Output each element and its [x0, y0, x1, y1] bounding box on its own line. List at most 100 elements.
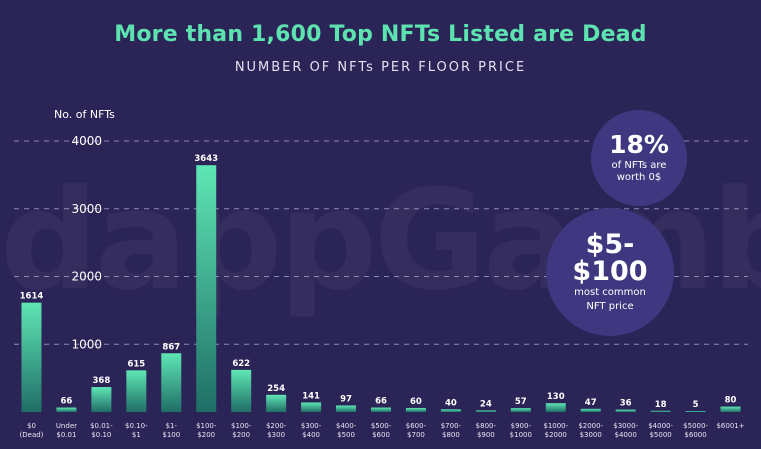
data-label: 368 [93, 376, 111, 386]
x-tick-label: $400 [302, 431, 320, 439]
y-axis-label: No. of NFTs [54, 108, 115, 121]
data-label: 66 [375, 397, 387, 407]
data-label: 80 [725, 396, 737, 406]
x-tick-label: $300 [267, 431, 285, 439]
x-tick-label: $2000 [545, 431, 567, 439]
x-tick-label: $6001+ [716, 422, 744, 430]
data-label: 36 [620, 399, 632, 409]
x-tick-label: $600 [372, 431, 390, 439]
common-price-text-line2: NFT price [586, 301, 634, 312]
x-tick-label: $1 [132, 431, 141, 439]
data-label: 622 [232, 359, 250, 369]
y-tick-label: 1000 [71, 337, 102, 351]
x-tick-label: $4000- [648, 422, 673, 430]
bar [405, 407, 426, 412]
data-label: 254 [267, 384, 285, 394]
x-tick-label: (Dead) [20, 431, 44, 439]
y-tick-label: 4000 [71, 134, 102, 148]
data-label: 5 [693, 400, 699, 410]
dead-share-value: 18% [609, 129, 669, 159]
data-label: 3643 [194, 154, 218, 164]
y-tick-label: 3000 [71, 202, 102, 216]
x-tick-label: $0.10- [125, 422, 148, 430]
bar [685, 411, 706, 412]
bar [21, 302, 42, 412]
dead-share-callout: 18% of NFTs are worth 0$ [591, 110, 687, 206]
data-label: 141 [302, 391, 320, 401]
common-price-value-line2: $100 [572, 255, 648, 287]
chart-title: More than 1,600 Top NFTs Listed are Dead [114, 22, 647, 47]
x-tick-label: $400- [336, 422, 357, 430]
bar [580, 408, 601, 412]
x-tick-label: $6000 [684, 431, 706, 439]
x-tick-label: $1000 [510, 431, 532, 439]
x-tick-label: $500 [337, 431, 355, 439]
bar [266, 394, 287, 412]
bar [440, 409, 461, 412]
x-tick-label: $3000- [613, 422, 638, 430]
dead-share-text-line1: of NFTs are [611, 159, 667, 171]
bar [545, 403, 566, 412]
x-tick-label: $200 [197, 431, 215, 439]
x-tick-label: $100- [196, 422, 217, 430]
data-label: 867 [162, 342, 180, 352]
bar [510, 408, 531, 412]
bar [196, 165, 217, 412]
bar [720, 406, 741, 412]
common-price-value-line1: $5- [585, 228, 635, 260]
data-label: 130 [547, 392, 565, 402]
data-label: 40 [445, 398, 457, 408]
bar [91, 387, 112, 412]
data-label: 24 [480, 399, 492, 409]
data-label: 66 [61, 397, 73, 407]
bar [301, 402, 322, 412]
bar [615, 409, 636, 412]
x-tick-label: $500- [371, 422, 392, 430]
x-tick-label: $900 [477, 431, 495, 439]
gridlines: 1000 2000 3000 4000 [14, 134, 748, 351]
dead-share-text-line2: worth 0$ [616, 172, 662, 183]
data-label: 1614 [20, 292, 44, 302]
x-tick-label: $700 [407, 431, 425, 439]
common-price-callout: $5- $100 most common NFT price [546, 208, 674, 336]
data-label: 97 [340, 394, 352, 404]
x-tick-label: $200 [232, 431, 250, 439]
x-tick-label: $100 [162, 431, 180, 439]
bar [231, 369, 252, 412]
bar [371, 407, 391, 412]
bar [161, 353, 182, 412]
x-tick-label: $800 [442, 431, 460, 439]
x-tick-label: $0 [27, 422, 36, 430]
data-labels: 1614 66 368 615 867 3643 622 254 141 97 66 60 40 24 57… [20, 154, 737, 410]
x-tick-label: $0.10 [91, 431, 111, 439]
data-label: 18 [655, 400, 667, 410]
x-tick-label: $800- [476, 422, 497, 430]
x-tick-labels: $0(Dead) Under$0.01 $0.01-$0.10 $0.10-$1 $1-… [20, 422, 745, 439]
x-tick-label: $700- [441, 422, 462, 430]
bar [336, 405, 357, 412]
common-price-text-line1: most common [574, 286, 646, 298]
data-label: 60 [410, 397, 422, 407]
chart-subtitle: NUMBER OF NFTs PER FLOOR PRICE [234, 60, 527, 75]
y-tick-label: 2000 [71, 270, 102, 284]
data-label: 615 [127, 359, 145, 369]
bars [21, 165, 741, 412]
x-tick-label: $1000- [543, 422, 568, 430]
data-label: 57 [515, 397, 527, 407]
x-tick-label: $5000 [649, 431, 671, 439]
x-tick-label: $5000- [683, 422, 708, 430]
bar [126, 370, 147, 412]
x-tick-label: $4000 [615, 431, 637, 439]
x-tick-label: $0.01 [56, 431, 76, 439]
bar [56, 407, 77, 412]
x-tick-label: $100- [231, 422, 252, 430]
x-tick-label: $3000 [580, 431, 602, 439]
x-tick-label: $1- [166, 422, 178, 430]
bar [650, 410, 671, 412]
x-tick-label: $0.01- [90, 422, 113, 430]
bar [475, 410, 496, 412]
x-tick-label: $300- [301, 422, 322, 430]
x-tick-label: $2000- [578, 422, 603, 430]
x-tick-label: Under [56, 422, 77, 430]
x-tick-label: $200- [266, 422, 287, 430]
